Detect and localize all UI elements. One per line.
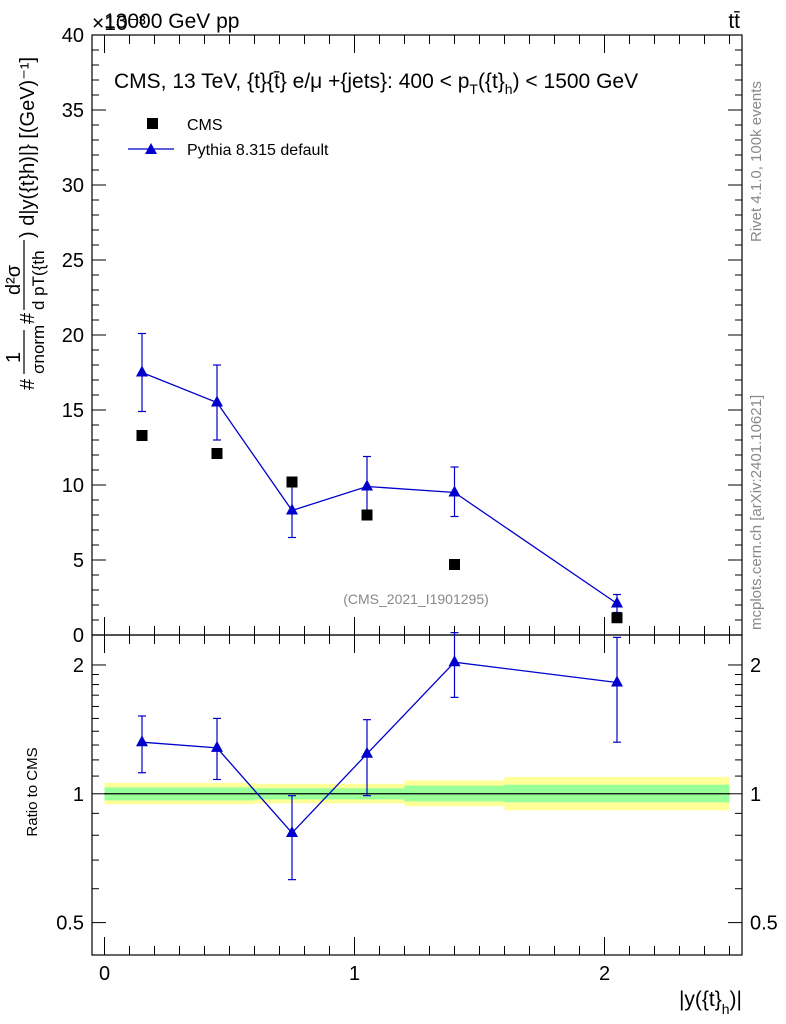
main-x-ticks <box>104 35 730 635</box>
y-label-sigma-norm: σnorm <box>29 325 48 374</box>
cms-point <box>611 612 623 624</box>
ratio-data-marks <box>136 632 623 881</box>
y-tick-label: 35 <box>62 100 84 122</box>
y-tick-label: 30 <box>62 175 84 197</box>
y-tick-label: 25 <box>62 250 84 272</box>
ratio-panel: 0.5 0.5 1 1 2 2 0 1 2 Ratio to CMS |y({t}h)| <box>24 632 778 1017</box>
ratio-y-tick-label-right: 0.5 <box>750 913 778 935</box>
ratio-x-ticks: 0 1 2 <box>99 635 730 985</box>
ratio-y-tick-label-right: 1 <box>750 784 761 806</box>
ratio-series-line <box>141 661 618 834</box>
legend-cms-marker <box>147 118 158 129</box>
x-tick-label: 0 <box>99 963 110 985</box>
legend-pythia-label: Pythia 8.315 default <box>187 142 329 159</box>
cms-point <box>211 448 223 459</box>
y-tick-label: 0 <box>73 625 84 647</box>
cms-point <box>449 559 460 570</box>
ratio-y-tick-label: 0.5 <box>56 913 84 935</box>
y-tick-label: 15 <box>62 400 84 422</box>
main-y-ticks: 0 5 10 15 20 25 30 35 40 <box>62 25 742 647</box>
legend-pythia-marker <box>145 143 157 154</box>
x-tick-label: 1 <box>349 963 360 985</box>
ratio-point <box>361 746 373 758</box>
cms-point <box>136 430 148 441</box>
y-label-numerator: d²σ <box>3 264 25 295</box>
process-label: tt̄ <box>728 10 740 33</box>
ratio-y-axis-label: Ratio to CMS <box>24 747 41 836</box>
y-tick-label: 20 <box>62 325 84 347</box>
x-axis-label: |y({t}h)| <box>679 988 742 1017</box>
pythia-point <box>211 395 223 407</box>
y-label-hash1: # <box>17 378 39 390</box>
y-label-denominator: d pT({th <box>29 250 48 310</box>
ratio-point <box>286 825 298 837</box>
ratio-point <box>136 735 148 747</box>
pythia-point <box>448 485 461 497</box>
ratio-uncertainty-bands <box>104 776 730 811</box>
energy-label: 13000 GeV pp <box>104 10 239 33</box>
y-tick-label: 40 <box>62 25 84 47</box>
pythia-point <box>611 596 623 608</box>
y-tick-label: 10 <box>62 475 84 497</box>
exponent-label: ×10⁻³ <box>92 12 146 35</box>
ratio-y-tick-label-right: 2 <box>750 655 761 677</box>
x-tick-label: 2 <box>599 963 610 985</box>
ratio-y-tick-label: 1 <box>73 784 84 806</box>
ratio-point <box>448 655 461 667</box>
pythia-series-line <box>141 371 618 605</box>
pythia-point <box>361 479 373 491</box>
y-label-hash2: # <box>17 312 39 324</box>
analysis-watermark: (CMS_2021_I1901295) <box>343 591 489 607</box>
main-y-axis-label: # 1 σnorm # d²σ d pT({th ) d|y({t}h)|} [… <box>3 57 48 390</box>
cms-point <box>286 476 298 488</box>
y-label-tail: ) d|y({t}h)|} [(GeV)⁻¹] <box>17 57 39 238</box>
pythia-point <box>136 365 148 377</box>
ratio-y-tick-label: 2 <box>73 655 84 677</box>
mcplots-label: mcplots.cern.ch [arXiv:2401.10621] <box>748 395 765 630</box>
cms-point <box>361 509 373 521</box>
ratio-frame <box>91 634 743 956</box>
rivet-label: Rivet 4.1.0, 100k events <box>748 81 765 242</box>
legend-cms-label: CMS <box>187 117 223 134</box>
pythia-point <box>286 503 298 515</box>
ratio-point <box>211 740 223 752</box>
ratio-y-ticks: 0.5 0.5 1 1 2 2 <box>56 655 778 935</box>
main-panel: 0 5 10 15 20 25 30 35 40 (CMS_2021_I1901295) CMS… <box>62 25 743 647</box>
plot-title: CMS, 13 TeV, {t}{t̄} e/μ +{jets}: 400 < … <box>114 70 638 97</box>
y-label-one: 1 <box>3 352 25 363</box>
main-data-marks <box>136 332 623 624</box>
ratio-point <box>611 675 623 687</box>
y-tick-label: 5 <box>73 550 84 572</box>
